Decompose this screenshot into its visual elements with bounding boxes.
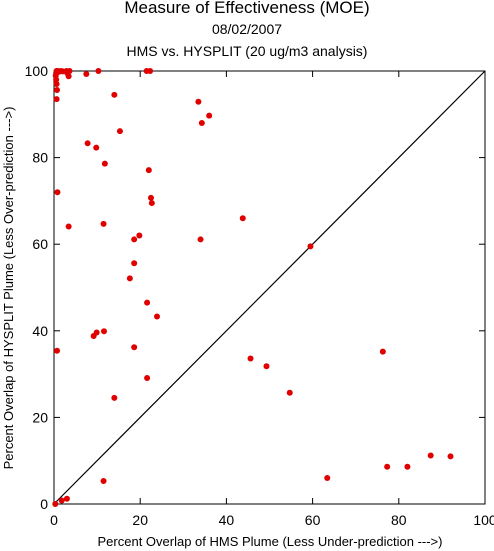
plot-frame [53, 70, 486, 505]
data-point [100, 220, 107, 227]
data-point [427, 452, 434, 459]
data-point [324, 475, 331, 482]
data-point [147, 194, 154, 201]
axis-ticks: 0 20 40 60 80 100 0 20 40 60 80 100 [25, 63, 494, 528]
data-point [148, 200, 155, 207]
data-point [65, 73, 72, 80]
data-point [101, 160, 108, 167]
data-point [379, 348, 386, 355]
data-point [53, 76, 60, 83]
y-axis-title: Percent Overlap of HYSPLIT Plume (Less O… [1, 107, 16, 470]
data-point [90, 332, 97, 339]
data-point [58, 497, 65, 504]
data-point [239, 215, 246, 222]
y-tick-label: 20 [32, 409, 48, 425]
data-point [147, 68, 154, 74]
data-point [95, 68, 102, 74]
data-point [65, 223, 72, 230]
data-point [83, 71, 90, 78]
y-tick-label: 80 [32, 150, 48, 166]
chart-title: Measure of Effectiveness (MOE) [124, 0, 370, 17]
y-tick-label: 100 [25, 63, 49, 79]
y-tick-label: 40 [32, 323, 48, 339]
chart-subtitle: HMS vs. HYSPLIT (20 ug/m3 analysis) [126, 43, 368, 59]
data-point [131, 344, 138, 351]
data-point [136, 232, 143, 239]
data-point [93, 144, 100, 151]
data-point [263, 363, 270, 370]
data-point [53, 96, 60, 103]
data-point [206, 112, 213, 119]
data-point [111, 91, 118, 98]
x-tick-label: 40 [219, 512, 235, 528]
data-point [131, 236, 138, 243]
data-point [307, 243, 314, 250]
data-point [131, 260, 138, 267]
data-point [195, 98, 202, 105]
data-point [111, 394, 118, 401]
data-point [54, 347, 61, 354]
y-tick-label: 60 [32, 236, 48, 252]
data-point [54, 189, 61, 196]
data-point [247, 355, 254, 362]
data-point [447, 453, 454, 460]
data-points [52, 68, 454, 507]
data-point [198, 119, 205, 126]
x-tick-label: 100 [473, 512, 494, 528]
x-tick-label: 80 [391, 512, 407, 528]
x-tick-label: 60 [305, 512, 321, 528]
data-point [404, 463, 411, 470]
data-point [144, 374, 151, 381]
x-tick-label: 0 [50, 512, 58, 528]
reference-line [53, 70, 486, 505]
data-point [154, 313, 161, 320]
data-point [286, 389, 293, 396]
data-point [63, 495, 70, 502]
data-point [384, 463, 391, 470]
y-tick-label: 0 [40, 496, 48, 512]
data-point [84, 140, 91, 147]
x-axis-title: Percent Overlap of HMS Plume (Less Under… [98, 534, 443, 549]
data-point [66, 68, 73, 74]
data-point [144, 299, 151, 306]
data-point [145, 167, 152, 174]
data-point [116, 128, 123, 135]
data-point [54, 87, 61, 94]
x-tick-label: 20 [132, 512, 148, 528]
data-point [197, 236, 204, 243]
data-point [100, 328, 107, 335]
data-point [126, 275, 133, 282]
data-point [100, 478, 107, 485]
data-point [52, 501, 59, 507]
data-point [53, 80, 60, 87]
chart-date: 08/02/2007 [211, 21, 283, 37]
